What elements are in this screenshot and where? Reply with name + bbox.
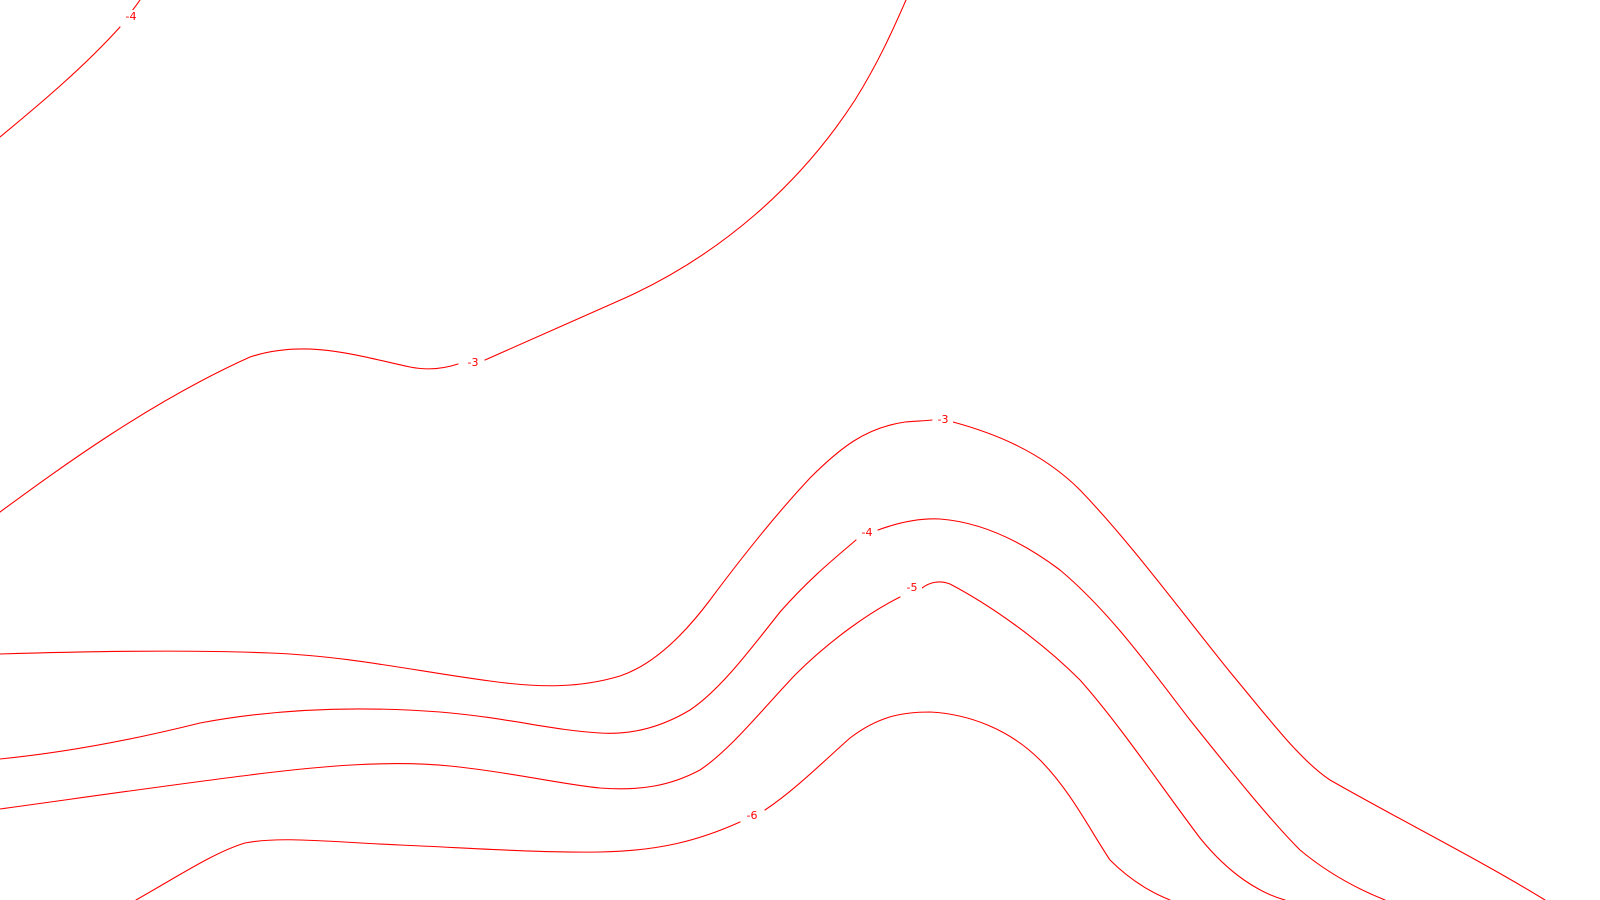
contour-line-group: -3 bbox=[0, 0, 907, 513]
contour-line-group: -6 bbox=[135, 711, 1171, 900]
contour-label: -6 bbox=[747, 809, 758, 822]
contour-label: -3 bbox=[938, 413, 949, 426]
contour-line-group: -4 bbox=[0, 518, 1386, 900]
contour-line bbox=[0, 419, 1546, 900]
contour-line bbox=[0, 518, 1386, 900]
contour-line-group: -3 bbox=[0, 413, 1546, 900]
contour-label: -4 bbox=[126, 10, 137, 23]
contour-label: -5 bbox=[907, 581, 918, 594]
contour-line bbox=[0, 581, 1286, 900]
contour-line bbox=[135, 711, 1171, 900]
contour-line-group: -4 bbox=[0, 0, 141, 138]
contour-line-group: -5 bbox=[0, 581, 1286, 900]
contour-label: -3 bbox=[468, 356, 479, 369]
contour-label: -4 bbox=[862, 526, 873, 539]
contour-line bbox=[0, 0, 907, 513]
